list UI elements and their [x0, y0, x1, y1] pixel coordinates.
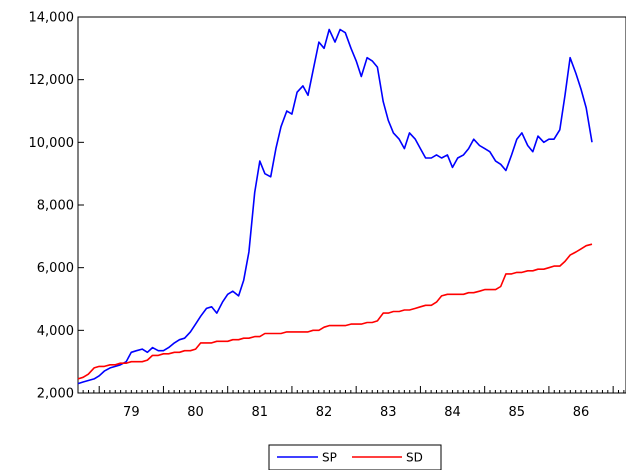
plot-frame — [77, 16, 626, 394]
x-tick-label: 85 — [509, 405, 526, 420]
series-line-sp — [77, 28, 593, 385]
legend: SP SD — [268, 444, 442, 470]
y-tick-label: 10,000 — [29, 136, 75, 151]
x-tick-label: 81 — [252, 405, 269, 420]
x-tick-label: 80 — [187, 405, 204, 420]
y-tick-label: 8,000 — [37, 199, 74, 214]
y-tick-label: 4,000 — [37, 324, 74, 339]
legend-label-sp: SP — [322, 451, 337, 465]
x-tick-label: 84 — [444, 405, 461, 420]
x-tick-label: 86 — [573, 405, 590, 420]
x-tick-label: 83 — [380, 405, 397, 420]
series-line-sd — [77, 243, 593, 380]
x-tick-label: 82 — [316, 405, 333, 420]
y-tick-label: 12,000 — [29, 73, 75, 88]
y-tick-label: 6,000 — [37, 261, 74, 276]
x-axis: 79 80 81 82 83 84 85 86 — [82, 386, 625, 420]
y-tick-label: 14,000 — [29, 11, 75, 26]
x-tick-label: 79 — [123, 405, 140, 420]
y-tick-label: 2,000 — [37, 387, 74, 402]
legend-label-sd: SD — [406, 451, 423, 465]
y-axis: 2,000 4,000 6,000 8,000 10,000 12,000 14,000 — [29, 11, 84, 402]
series-lines — [77, 28, 593, 385]
